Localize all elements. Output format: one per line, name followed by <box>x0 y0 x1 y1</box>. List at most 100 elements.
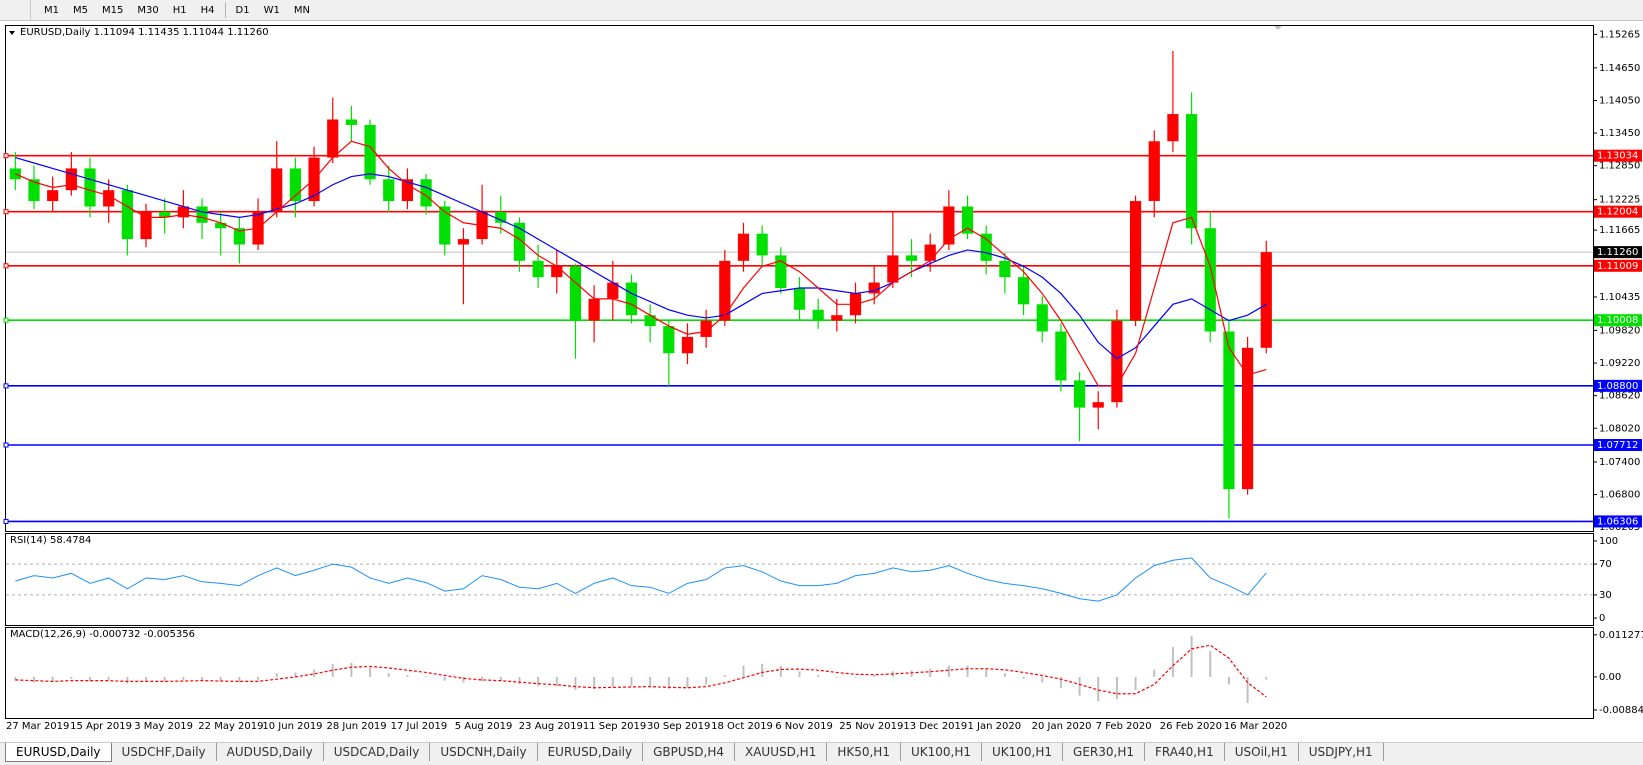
candle-body <box>383 179 395 202</box>
candle-body <box>551 266 563 278</box>
level-label: 1.10008 <box>1597 315 1638 326</box>
y-tick-label: -0.008845 <box>1599 705 1643 716</box>
toolbar-separator <box>224 2 226 18</box>
candle-body <box>980 233 992 261</box>
moving-average <box>15 140 1267 387</box>
candle-body <box>756 233 768 256</box>
timeframe-button[interactable]: M1 <box>44 4 59 16</box>
candle-body <box>1073 380 1086 408</box>
chart-tab[interactable]: EURUSD,Daily <box>538 743 644 761</box>
level-label: 1.13034 <box>1597 151 1638 162</box>
candle-body <box>1241 347 1254 490</box>
candle-body <box>121 190 133 240</box>
level-label-box <box>1594 439 1642 452</box>
candle-body <box>607 282 619 299</box>
level-label: 1.06306 <box>1597 516 1638 527</box>
level-label-box <box>1594 259 1642 272</box>
y-tick-label: 0 <box>1599 613 1605 624</box>
chart-tab[interactable]: XAUUSD,H1 <box>735 743 828 761</box>
timeframe-button[interactable]: M30 <box>137 4 159 16</box>
candle-body <box>1185 114 1198 229</box>
timeframe-button[interactable]: H4 <box>200 4 215 16</box>
y-tick-label: 0.00 <box>1599 672 1621 683</box>
candle-body <box>1055 331 1067 381</box>
candle-body <box>271 168 283 212</box>
level-label: 1.08800 <box>1597 381 1638 392</box>
timeframe-toolbar: M1 M5 M15 M30 H1 H4 D1 W1 MN <box>0 0 1643 21</box>
chart-tab[interactable]: UK100,H1 <box>982 743 1064 761</box>
x-tick-label: 1 Jan 2020 <box>968 721 1022 732</box>
y-tick-label: 70 <box>1599 559 1612 570</box>
candle-body <box>943 206 955 245</box>
candle-body <box>737 233 750 261</box>
candle-body <box>28 179 40 202</box>
chart-tab[interactable]: HK50,H1 <box>827 743 901 761</box>
chart-tab[interactable]: USDJPY,H1 <box>1299 743 1384 761</box>
candle-body <box>1223 331 1235 490</box>
chart-tab[interactable]: USDCAD,Daily <box>324 743 431 761</box>
x-tick-label: 20 Jan 2020 <box>1032 721 1092 732</box>
x-tick-label: 16 Mar 2020 <box>1224 721 1287 732</box>
chart-tab[interactable]: AUDUSD,Daily <box>217 743 324 761</box>
candle-body <box>513 222 526 261</box>
dropdown-arrow <box>9 31 15 35</box>
y-tick-label: 1.14650 <box>1599 63 1640 74</box>
timeframe-button[interactable]: M15 <box>102 4 124 16</box>
candle-body <box>289 168 301 202</box>
candle-body <box>233 228 245 245</box>
chart-tab[interactable]: UK100,H1 <box>901 743 982 761</box>
candle-body <box>401 179 414 202</box>
y-tick-label: 1.14050 <box>1599 95 1640 106</box>
timeframe-button[interactable]: D1 <box>235 4 250 16</box>
chart-tab[interactable]: GER30,H1 <box>1063 743 1145 761</box>
candle-body <box>327 119 339 158</box>
candle-body <box>924 244 936 261</box>
panel-title: EURUSD,Daily 1.11094 1.11435 1.11044 1.1… <box>20 27 269 38</box>
y-tick-label: 1.08020 <box>1599 423 1640 434</box>
chart-tab[interactable]: USDCNH,Daily <box>430 743 538 761</box>
timeframe-button[interactable]: MN <box>293 4 310 16</box>
x-tick-label: 25 Nov 2019 <box>839 721 903 732</box>
panel-title: MACD(12,26,9) -0.000732 -0.005356 <box>10 629 195 640</box>
level-label: 1.11009 <box>1597 261 1638 272</box>
y-tick-label: 1.08620 <box>1599 391 1640 402</box>
chart-background <box>0 20 1643 742</box>
y-tick-label: 1.07400 <box>1599 457 1640 468</box>
level-label-box <box>1594 379 1642 392</box>
shift-marker <box>1274 26 1282 30</box>
y-tick-label: 1.10435 <box>1599 292 1640 303</box>
x-tick-label: 11 Sep 2019 <box>583 721 646 732</box>
timeframe-button[interactable]: W1 <box>263 4 280 16</box>
candle-body <box>1111 320 1123 403</box>
macd-panel-frame <box>5 627 1594 719</box>
candle-body <box>364 124 376 180</box>
timeframe-button[interactable]: H1 <box>172 4 187 16</box>
y-tick-label: 0.011277 <box>1599 630 1643 641</box>
candle-body <box>887 255 899 283</box>
candle-body <box>1148 141 1160 202</box>
candle-body <box>215 222 227 229</box>
candle-body <box>1129 201 1142 321</box>
x-tick-label: 10 Jun 2019 <box>262 721 322 732</box>
signal-line <box>15 644 1267 698</box>
candle-body <box>345 119 358 125</box>
y-tick-label: 1.06800 <box>1599 490 1640 501</box>
candle-body <box>103 190 115 207</box>
chart-tab[interactable]: USOil,H1 <box>1225 743 1299 761</box>
candle-body <box>663 326 675 354</box>
x-tick-label: 30 Sep 2019 <box>647 721 710 732</box>
chart-tab[interactable]: FRA40,H1 <box>1145 743 1225 761</box>
x-tick-label: 18 Oct 2019 <box>711 721 773 732</box>
y-tick-label: 1.12850 <box>1599 161 1640 172</box>
candle-body <box>831 315 843 321</box>
level-handle <box>3 442 9 448</box>
chart-tab[interactable]: EURUSD,Daily <box>5 743 112 762</box>
chart-tab[interactable]: GBPUSD,H4 <box>643 743 735 761</box>
timeframe-button[interactable]: M5 <box>73 4 88 16</box>
candle-body <box>719 260 731 321</box>
candle-body <box>681 336 694 354</box>
chart-tab[interactable]: USDCHF,Daily <box>112 743 217 761</box>
candle-body <box>588 298 600 321</box>
level-handle <box>3 153 9 159</box>
